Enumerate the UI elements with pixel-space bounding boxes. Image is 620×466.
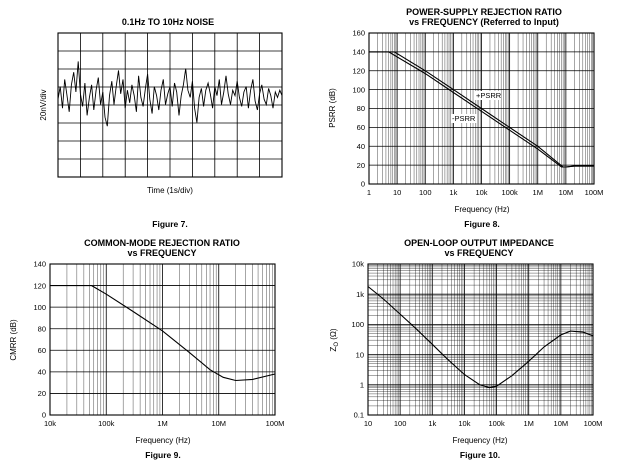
- noise-xlabel: Time (1s/div): [147, 186, 193, 195]
- cmrr-ytick-label: 80: [38, 324, 46, 333]
- cmrr-xtick-label: 100k: [98, 419, 115, 428]
- psrr-ytick-label: 100: [352, 85, 365, 94]
- noise-trace: [57, 61, 283, 127]
- psrr-xtick-label: 1M: [533, 188, 543, 197]
- psrr-ytick-label: 40: [357, 142, 365, 151]
- cmrr-ytick-label: 140: [33, 260, 46, 269]
- psrr-xtick-label: 10M: [559, 188, 574, 197]
- cmrr-ytick-label: 120: [33, 281, 46, 290]
- psrr-caption: Figure 8.: [464, 219, 499, 229]
- cmrr-ylabel: CMRR (dB): [9, 319, 18, 361]
- zo-xtick-label: 100k: [488, 419, 505, 428]
- zo-caption: Figure 10.: [460, 450, 500, 460]
- cmrr-series: [50, 285, 276, 382]
- zo-xlabel: Frequency (Hz): [452, 436, 507, 445]
- cmrr-xtick-label: 100M: [266, 419, 285, 428]
- noise-caption: Figure 7.: [152, 219, 187, 229]
- zo-xtick-label: 100: [394, 419, 407, 428]
- psrr-minus-label-bg: [451, 114, 477, 123]
- psrr-title: POWER-SUPPLY REJECTION RATIO: [406, 7, 562, 17]
- zo-ylabel: ZO (Ω): [329, 328, 340, 351]
- psrr-xtick-label: 10k: [475, 188, 487, 197]
- psrr-ytick-label: 60: [357, 123, 365, 132]
- noise-plot-frame: [57, 32, 283, 178]
- psrr-xtick-label: 1: [367, 188, 371, 197]
- psrr-ylabel: PSRR (dB): [328, 88, 337, 128]
- psrr-chart: POWER-SUPPLY REJECTION RATIO vs FREQUENC…: [328, 7, 603, 229]
- psrr-ytick-label: 140: [352, 48, 365, 57]
- psrr-plus-label-bg: [475, 91, 501, 100]
- psrr-xtick-label: 100M: [585, 188, 604, 197]
- cmrr-subtitle: vs FREQUENCY: [127, 248, 196, 258]
- psrr-xtick-label: 100: [419, 188, 432, 197]
- zo-title: OPEN-LOOP OUTPUT IMPEDANCE: [404, 238, 554, 248]
- zo-ytick-label: 10: [356, 350, 364, 359]
- zo-subtitle: vs FREQUENCY: [444, 248, 513, 258]
- zo-ytick-label: 10k: [352, 260, 364, 269]
- zo-xtick-label: 100M: [584, 419, 603, 428]
- zo-xtick-label: 10M: [554, 419, 569, 428]
- cmrr-ytick-label: 100: [33, 303, 46, 312]
- psrr-minus-label: -PSRR: [452, 114, 476, 123]
- cmrr-ytick-label: 40: [38, 368, 46, 377]
- zo-xtick-label: 10k: [458, 419, 470, 428]
- psrr-plot-frame: [368, 32, 595, 185]
- psrr-xtick-label: 10: [393, 188, 401, 197]
- zo-xtick-label: 1k: [428, 419, 436, 428]
- psrr-subtitle: vs FREQUENCY (Referred to Input): [409, 17, 559, 27]
- zo-xtick-label: 1M: [524, 419, 534, 428]
- zo-plot-frame: [367, 263, 594, 416]
- zo-chart: OPEN-LOOP OUTPUT IMPEDANCE vs FREQUENCY …: [329, 238, 602, 460]
- psrr-ytick-label: 20: [357, 161, 365, 170]
- cmrr-ytick-label: 60: [38, 346, 46, 355]
- psrr-ytick-label: 160: [352, 29, 365, 38]
- psrr-xlabel: Frequency (Hz): [454, 205, 509, 214]
- cmrr-caption: Figure 9.: [145, 450, 180, 460]
- cmrr-xtick-label: 10k: [44, 419, 56, 428]
- psrr-xtick-label: 100k: [501, 188, 518, 197]
- cmrr-title: COMMON-MODE REJECTION RATIO: [84, 238, 240, 248]
- zo-ytick-label: 0.1: [354, 411, 364, 420]
- zo-series: [367, 286, 594, 389]
- cmrr-xlabel: Frequency (Hz): [135, 436, 190, 445]
- psrr-ytick-label: 0: [361, 180, 365, 189]
- cmrr-plot-frame: [49, 263, 276, 416]
- cmrr-xtick-label: 10M: [211, 419, 226, 428]
- noise-chart: 0.1Hz TO 10Hz NOISE 20nV/div Time (1s/di…: [39, 17, 283, 229]
- cmrr-xtick-label: 1M: [157, 419, 167, 428]
- zo-ytick-label: 1: [360, 381, 364, 390]
- zo-xtick-label: 10: [364, 419, 372, 428]
- zo-ytick-label: 100: [351, 320, 364, 329]
- psrr-ytick-label: 120: [352, 66, 365, 75]
- psrr-plus-label: +PSRR: [476, 91, 502, 100]
- cmrr-chart: COMMON-MODE REJECTION RATIO vs FREQUENCY…: [9, 238, 284, 460]
- noise-ylabel: 20nV/div: [39, 89, 48, 120]
- zo-ytick-label: 1k: [356, 290, 364, 299]
- noise-title: 0.1Hz TO 10Hz NOISE: [122, 17, 214, 27]
- cmrr-ytick-label: 0: [42, 411, 46, 420]
- cmrr-ytick-label: 20: [38, 389, 46, 398]
- psrr-minus-series: [369, 51, 594, 168]
- psrr-xtick-label: 1k: [449, 188, 457, 197]
- psrr-ytick-label: 80: [357, 104, 365, 113]
